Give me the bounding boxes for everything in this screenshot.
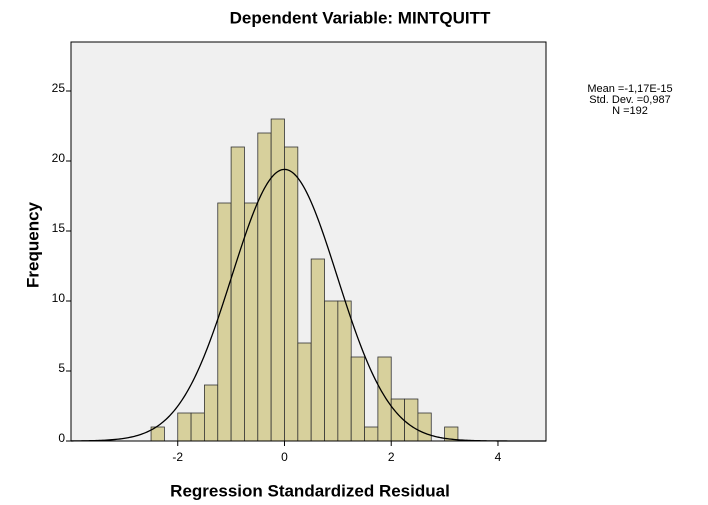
bar (337, 300, 352, 442)
bar (257, 132, 272, 442)
stat-label: N =192 (612, 105, 648, 117)
y-tick-label: 25 (52, 81, 66, 95)
stat-label: Mean =-1,17E-15 (587, 83, 672, 95)
bar (377, 356, 392, 442)
y-tick-label: 15 (52, 221, 66, 235)
y-tick-label: 5 (58, 361, 65, 375)
stat-label: Std. Dev. =0,987 (589, 94, 670, 106)
bar (297, 342, 312, 442)
x-tick-label: 2 (388, 450, 395, 464)
bar (270, 118, 285, 442)
bar (204, 384, 219, 442)
bar (350, 356, 365, 442)
bar (324, 300, 339, 442)
y-tick-label: 10 (52, 291, 66, 305)
bar (390, 398, 405, 442)
bar (417, 412, 432, 442)
y-tick-label: 20 (52, 151, 66, 165)
x-axis-label: Regression Standardized Residual (170, 481, 450, 500)
bar (284, 146, 299, 442)
bar (177, 412, 192, 442)
bar (217, 202, 232, 442)
normal-curve (70, 168, 546, 442)
chart-title: Dependent Variable: MINTQUITT (230, 8, 491, 27)
bar (230, 146, 245, 442)
x-tick-label: 0 (281, 450, 288, 464)
bar (190, 412, 205, 442)
plot-frame (70, 41, 547, 442)
bar (404, 398, 419, 442)
y-axis-label: Frequency (23, 201, 42, 288)
bar (244, 202, 259, 442)
y-tick-label: 0 (58, 431, 65, 445)
x-tick-label: -2 (172, 450, 183, 464)
bar (364, 426, 379, 442)
x-tick-label: 4 (495, 450, 502, 464)
bar (310, 258, 325, 442)
